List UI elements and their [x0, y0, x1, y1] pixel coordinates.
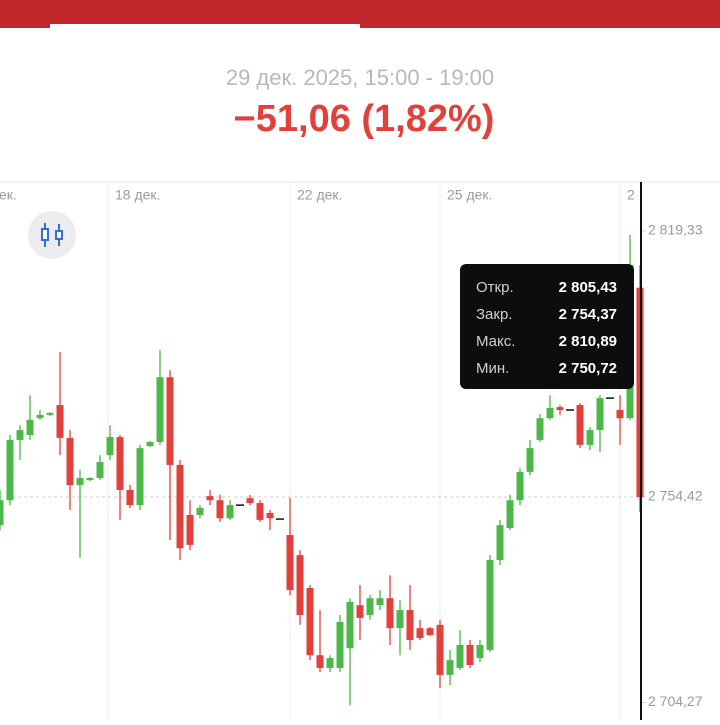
candle-body	[66, 437, 74, 486]
tooltip-label: Откр.	[476, 279, 514, 296]
candle-body	[16, 430, 24, 440]
candle-body	[526, 448, 534, 472]
date-range: 29 дек. 2025, 15:00 - 19:00	[226, 65, 494, 90]
candle-body	[216, 500, 224, 519]
tooltip-value: 2 810,89	[559, 333, 617, 350]
candle-body	[36, 414, 44, 419]
candle-body	[406, 610, 414, 641]
candle-body	[316, 655, 324, 668]
candle-body	[136, 448, 144, 506]
candle-body	[366, 598, 374, 616]
tooltip-value: 2 805,43	[559, 279, 617, 296]
candle-body	[256, 503, 264, 520]
candle-body	[296, 555, 304, 616]
candle-body	[196, 507, 204, 515]
candle-body	[516, 471, 524, 501]
tooltip-value: 2 750,72	[559, 360, 617, 377]
candle-body	[536, 418, 544, 440]
candle-body	[456, 644, 464, 668]
x-tick-label: 18 дек.	[115, 187, 160, 203]
candle-body	[356, 605, 364, 618]
candle-body	[616, 409, 624, 419]
x-tick-label: 25 дек.	[447, 187, 492, 203]
candle-body	[306, 587, 314, 656]
candle-body	[46, 412, 54, 415]
candle-body	[156, 377, 164, 442]
indicator-button[interactable]	[28, 211, 76, 259]
x-tick-label: 22 дек.	[297, 187, 342, 203]
candle-body	[596, 398, 604, 431]
candle-body	[556, 407, 564, 410]
tooltip	[460, 264, 634, 389]
candle-body	[106, 437, 114, 456]
candle-body	[506, 500, 514, 529]
candle-body	[416, 628, 424, 638]
candle-body	[496, 525, 504, 561]
candle-body	[76, 478, 84, 486]
candle-body	[26, 419, 34, 436]
x-tick-label: 2	[627, 187, 635, 203]
candle-body	[446, 660, 454, 675]
candle-body	[396, 610, 404, 629]
candle-body	[346, 601, 354, 649]
plot: ек. 18 дек. 22 дек. 25 дек. 2 2 819,33 2 754,4…	[0, 182, 703, 720]
candle-body	[226, 505, 234, 519]
candle-body	[176, 464, 184, 549]
top-bar	[0, 0, 720, 28]
candle-body	[426, 628, 434, 636]
candle-body	[6, 439, 14, 501]
candle-body	[146, 441, 154, 447]
candle-body	[466, 644, 474, 666]
candle-body	[576, 405, 584, 445]
candle-body	[116, 437, 124, 490]
candle-body	[126, 489, 134, 506]
tooltip-label: Мин.	[476, 360, 509, 377]
candle-body	[0, 500, 4, 526]
candle-body	[266, 512, 274, 519]
candle-body	[436, 624, 444, 675]
candle-body	[586, 430, 594, 445]
y-tick-label: 2 704,27	[648, 693, 703, 709]
candle-body	[86, 478, 94, 481]
candle-body	[326, 658, 334, 668]
y-tick-label: 2 754,42	[648, 488, 703, 504]
candle-body	[96, 462, 104, 479]
candle-body	[166, 377, 174, 465]
candle-body	[246, 498, 254, 504]
candle-body	[546, 407, 554, 419]
candle-body	[336, 621, 344, 668]
y-tick-label: 2 819,33	[648, 221, 703, 237]
candle-body	[376, 598, 384, 606]
candle-body	[476, 644, 484, 659]
candle-body	[386, 598, 394, 629]
candle-body	[286, 535, 294, 591]
change: −51,06 (1,82%)	[234, 98, 495, 140]
tooltip-label: Макс.	[476, 333, 515, 350]
candle-body	[206, 496, 214, 501]
candle-body	[186, 514, 194, 545]
tooltip-value: 2 754,37	[559, 306, 617, 323]
tooltip-label: Закр.	[476, 306, 512, 323]
tab-indicator	[50, 24, 360, 28]
indicator-icon	[41, 223, 63, 247]
candle-body	[486, 560, 494, 650]
x-tick-label: ек.	[0, 187, 17, 203]
candle-body	[56, 405, 64, 438]
